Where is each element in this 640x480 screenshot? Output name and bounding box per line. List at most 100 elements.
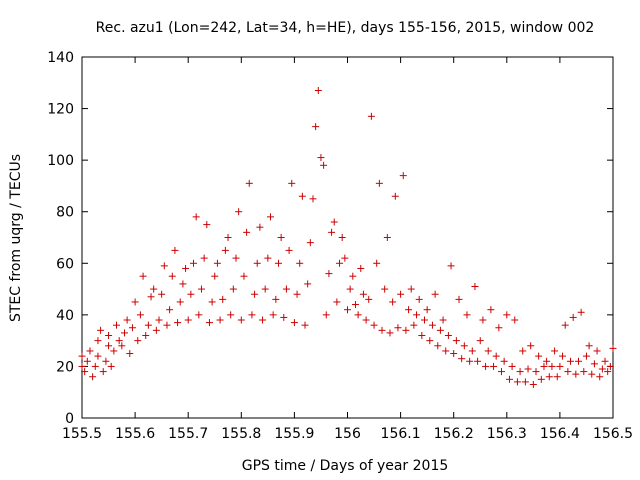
x-tick-label: 155.8 bbox=[221, 426, 261, 442]
data-point bbox=[596, 373, 604, 381]
data-point bbox=[94, 337, 102, 345]
data-point bbox=[205, 319, 213, 327]
data-point bbox=[381, 285, 389, 293]
data-point bbox=[434, 342, 442, 350]
data-point bbox=[306, 239, 314, 247]
data-point bbox=[447, 262, 455, 270]
data-point bbox=[609, 344, 617, 352]
data-point bbox=[341, 254, 349, 262]
data-point bbox=[152, 326, 160, 334]
data-point bbox=[593, 347, 601, 355]
data-point bbox=[588, 370, 596, 378]
data-point bbox=[553, 373, 561, 381]
y-tick-label: 100 bbox=[47, 153, 74, 169]
data-point bbox=[147, 293, 155, 301]
data-point bbox=[559, 352, 567, 360]
x-tick-label: 156.3 bbox=[487, 426, 527, 442]
data-point bbox=[577, 308, 585, 316]
data-point bbox=[296, 259, 304, 267]
data-point bbox=[405, 306, 413, 314]
data-point bbox=[375, 179, 383, 187]
data-point bbox=[333, 298, 341, 306]
chart-title: Rec. azu1 (Lon=242, Lat=34, h=HE), days … bbox=[96, 20, 595, 36]
data-point bbox=[606, 362, 614, 370]
data-point bbox=[312, 123, 320, 131]
y-axis-label: STEC from uqrg / TECUs bbox=[8, 154, 24, 322]
data-point bbox=[243, 228, 251, 236]
data-point bbox=[272, 295, 280, 303]
data-point bbox=[123, 316, 131, 324]
data-point bbox=[423, 306, 431, 314]
data-point bbox=[497, 368, 505, 376]
data-point bbox=[330, 218, 338, 226]
data-point bbox=[532, 368, 540, 376]
data-point bbox=[574, 357, 582, 365]
data-point bbox=[179, 280, 187, 288]
data-point bbox=[184, 316, 192, 324]
data-point bbox=[492, 352, 500, 360]
x-tick-label: 156.2 bbox=[434, 426, 474, 442]
y-tick-label: 20 bbox=[56, 359, 74, 375]
data-point bbox=[304, 280, 312, 288]
data-point bbox=[264, 254, 272, 262]
data-point bbox=[564, 368, 572, 376]
plot-frame bbox=[81, 56, 614, 419]
data-point bbox=[293, 290, 301, 298]
data-point bbox=[285, 246, 293, 254]
data-point bbox=[521, 378, 529, 386]
data-point bbox=[590, 360, 598, 368]
data-point bbox=[320, 161, 328, 169]
data-point bbox=[113, 321, 121, 329]
data-point bbox=[118, 342, 126, 350]
data-point bbox=[394, 324, 402, 332]
x-tick-label: 156.1 bbox=[381, 426, 421, 442]
data-point bbox=[598, 365, 606, 373]
data-point bbox=[253, 259, 261, 267]
data-point bbox=[128, 324, 136, 332]
data-point bbox=[407, 285, 415, 293]
data-point bbox=[219, 295, 227, 303]
data-point bbox=[81, 368, 89, 376]
x-tick-label: 156.5 bbox=[593, 426, 633, 442]
data-point bbox=[585, 342, 593, 350]
y-tick-label: 80 bbox=[56, 205, 74, 221]
data-point bbox=[200, 254, 208, 262]
data-point bbox=[288, 179, 296, 187]
data-point bbox=[582, 352, 590, 360]
data-point bbox=[556, 362, 564, 370]
x-tick-label: 156 bbox=[334, 426, 361, 442]
data-point bbox=[346, 285, 354, 293]
data-point bbox=[158, 290, 166, 298]
data-point bbox=[540, 362, 548, 370]
data-point bbox=[426, 337, 434, 345]
data-point bbox=[545, 373, 553, 381]
data-point bbox=[144, 321, 152, 329]
data-point bbox=[168, 272, 176, 280]
data-point bbox=[197, 285, 205, 293]
data-point bbox=[203, 221, 211, 229]
data-point bbox=[551, 347, 559, 355]
data-point bbox=[325, 270, 333, 278]
data-point bbox=[245, 179, 253, 187]
x-tick-label: 156.4 bbox=[540, 426, 580, 442]
data-point bbox=[232, 254, 240, 262]
data-point bbox=[78, 362, 86, 370]
data-point bbox=[301, 321, 309, 329]
y-tick-label: 0 bbox=[65, 411, 74, 427]
data-point bbox=[102, 357, 110, 365]
data-point bbox=[365, 295, 373, 303]
data-point bbox=[500, 357, 508, 365]
data-point bbox=[389, 298, 397, 306]
data-point bbox=[569, 313, 577, 321]
data-point bbox=[309, 195, 317, 203]
data-point bbox=[567, 357, 575, 365]
data-point bbox=[505, 375, 513, 383]
y-tick-label: 40 bbox=[56, 308, 74, 324]
data-point bbox=[508, 362, 516, 370]
data-point bbox=[259, 316, 267, 324]
data-point bbox=[487, 306, 495, 314]
data-point bbox=[455, 295, 463, 303]
data-point bbox=[460, 342, 468, 350]
scatter-points bbox=[78, 87, 617, 388]
data-point bbox=[235, 208, 243, 216]
